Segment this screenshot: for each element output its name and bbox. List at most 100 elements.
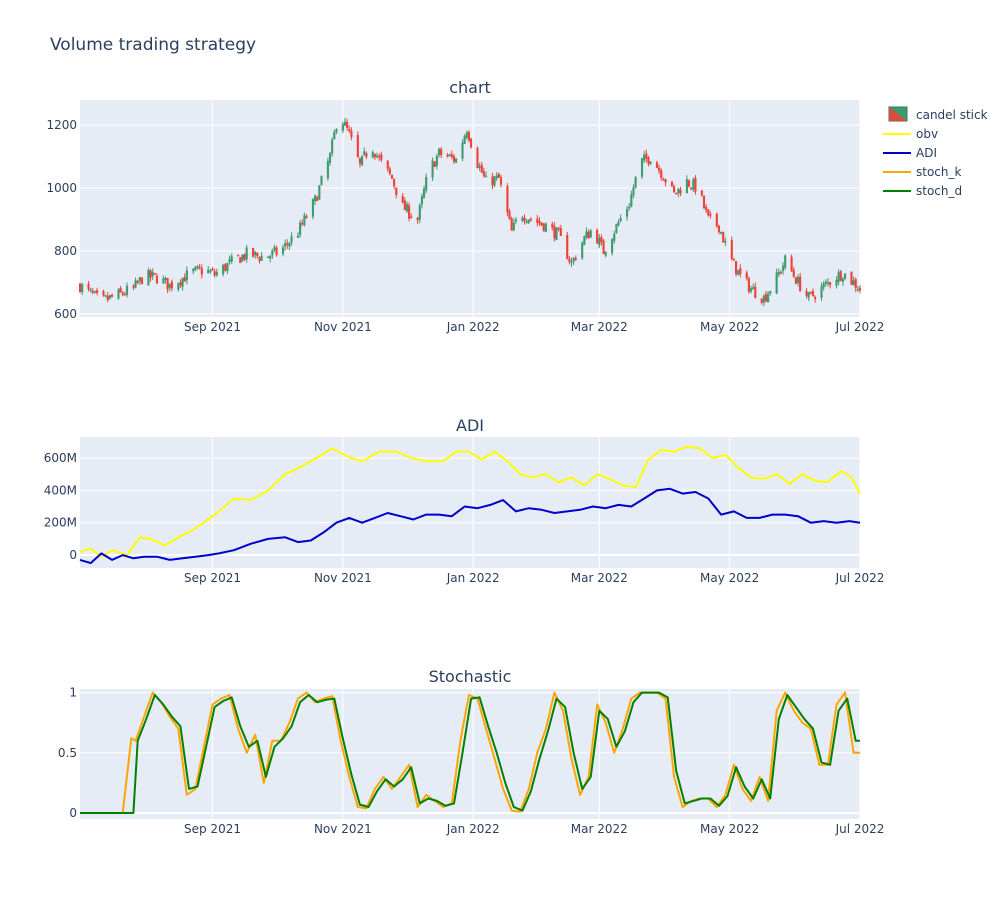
candle-down[interactable] [416, 216, 419, 224]
candle-up[interactable] [192, 268, 195, 275]
candle-up[interactable] [527, 219, 530, 225]
candle-up[interactable] [405, 201, 409, 213]
candle-down[interactable] [542, 223, 545, 232]
candle-up[interactable] [108, 294, 111, 300]
candle-down[interactable] [211, 267, 214, 272]
candle-down[interactable] [707, 209, 710, 217]
candle-down[interactable] [709, 211, 712, 219]
candle-down[interactable] [356, 131, 359, 158]
candle-down[interactable] [523, 214, 526, 225]
candle-up[interactable] [796, 274, 800, 287]
candle-down[interactable] [301, 219, 304, 227]
candle-down[interactable] [779, 270, 782, 275]
candle-down[interactable] [645, 149, 648, 163]
candle-up[interactable] [326, 157, 329, 181]
candle-down[interactable] [200, 264, 203, 279]
plot-area-candlestick[interactable] [80, 100, 860, 317]
candle-up[interactable] [782, 262, 785, 275]
candle-up[interactable] [824, 279, 827, 287]
candle-up[interactable] [162, 275, 165, 285]
candle-up[interactable] [134, 277, 137, 289]
candle-down[interactable] [286, 239, 289, 249]
candle-up[interactable] [630, 190, 633, 208]
candle-up[interactable] [185, 266, 188, 285]
candle-down[interactable] [715, 212, 718, 229]
candle-up[interactable] [628, 203, 631, 211]
candle-up[interactable] [720, 231, 723, 235]
candle-down[interactable] [673, 184, 676, 194]
candle-up[interactable] [692, 177, 695, 193]
candle-up[interactable] [333, 129, 336, 140]
candle-up[interactable] [296, 232, 300, 238]
candle-up[interactable] [117, 288, 120, 300]
candle-up[interactable] [762, 294, 765, 307]
candle-up[interactable] [311, 198, 314, 220]
candle-up[interactable] [271, 248, 274, 259]
candle-up[interactable] [93, 290, 97, 294]
candle-down[interactable] [670, 181, 673, 188]
candle-down[interactable] [348, 125, 351, 133]
candle-up[interactable] [290, 232, 293, 246]
candle-down[interactable] [760, 298, 763, 305]
candle-up[interactable] [465, 130, 468, 140]
candle-up[interactable] [267, 256, 270, 259]
candle-up[interactable] [777, 268, 780, 278]
candle-down[interactable] [237, 254, 240, 257]
candle-up[interactable] [435, 153, 438, 170]
candle-up[interactable] [448, 153, 451, 157]
candle-down[interactable] [850, 271, 853, 286]
candle-up[interactable] [512, 218, 515, 232]
candle-up[interactable] [284, 239, 287, 251]
candle-down[interactable] [393, 178, 396, 189]
legend-item-stoch-k[interactable]: stoch_k [883, 165, 962, 179]
candle-down[interactable] [252, 247, 255, 258]
candle-down[interactable] [365, 151, 368, 160]
candle-down[interactable] [476, 146, 479, 169]
candle-up[interactable] [572, 257, 575, 265]
candle-up[interactable] [749, 285, 753, 294]
candle-down[interactable] [679, 186, 682, 197]
candle-down[interactable] [390, 174, 394, 180]
candle-down[interactable] [123, 291, 126, 296]
candle-down[interactable] [510, 216, 513, 231]
candle-up[interactable] [260, 251, 263, 262]
candle-up[interactable] [226, 262, 229, 275]
candle-up[interactable] [544, 222, 547, 233]
candle-up[interactable] [626, 206, 629, 221]
candle-down[interactable] [700, 190, 703, 197]
candle-down[interactable] [410, 213, 413, 219]
candle-up[interactable] [598, 233, 601, 249]
candle-up[interactable] [125, 282, 129, 298]
candle-down[interactable] [275, 245, 278, 257]
candle-up[interactable] [228, 255, 231, 265]
candle-down[interactable] [446, 152, 449, 158]
candle-down[interactable] [717, 225, 721, 235]
candle-down[interactable] [794, 276, 797, 284]
candle-up[interactable] [230, 253, 233, 264]
candle-down[interactable] [401, 192, 404, 204]
candle-down[interactable] [305, 214, 308, 219]
candle-down[interactable] [179, 279, 182, 289]
candle-up[interactable] [581, 241, 584, 261]
candle-down[interactable] [553, 222, 556, 242]
candle-up[interactable] [341, 121, 344, 134]
candle-down[interactable] [452, 153, 456, 165]
candle-up[interactable] [478, 162, 481, 171]
candle-up[interactable] [241, 254, 244, 262]
candle-down[interactable] [111, 293, 114, 298]
candle-up[interactable] [841, 276, 844, 286]
candle-down[interactable] [183, 273, 186, 282]
candle-up[interactable] [254, 251, 257, 259]
candle-down[interactable] [243, 253, 246, 262]
candle-up[interactable] [328, 151, 332, 166]
legend-item-obv[interactable]: obv [883, 127, 938, 141]
candle-up[interactable] [613, 230, 616, 244]
candle-down[interactable] [433, 160, 436, 168]
candle-up[interactable] [196, 264, 199, 270]
candle-down[interactable] [814, 295, 817, 303]
candle-down[interactable] [664, 178, 667, 187]
candle-down[interactable] [482, 167, 485, 179]
candle-down[interactable] [557, 226, 560, 232]
candle-up[interactable] [273, 244, 276, 252]
candle-down[interactable] [566, 231, 569, 260]
